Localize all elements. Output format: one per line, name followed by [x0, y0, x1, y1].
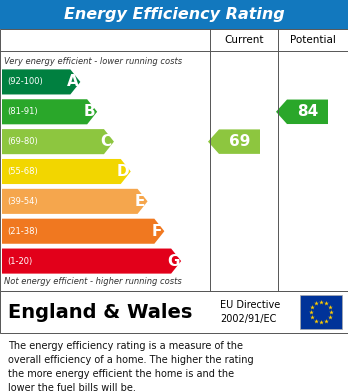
Text: Energy Efficiency Rating: Energy Efficiency Rating — [64, 7, 284, 22]
Text: F: F — [151, 224, 161, 239]
Text: 2002/91/EC: 2002/91/EC — [220, 314, 276, 324]
Text: C: C — [100, 134, 111, 149]
Text: A: A — [66, 74, 78, 90]
Text: The energy efficiency rating is a measure of the
overall efficiency of a home. T: The energy efficiency rating is a measur… — [8, 341, 254, 391]
Text: EU Directive: EU Directive — [220, 300, 280, 310]
Bar — [0, 291, 348, 333]
Text: B: B — [83, 104, 95, 119]
Polygon shape — [2, 249, 181, 274]
Text: (39-54): (39-54) — [7, 197, 38, 206]
Polygon shape — [2, 219, 164, 244]
Bar — [0, 0, 348, 29]
Bar — [0, 29, 348, 291]
Text: (21-38): (21-38) — [7, 227, 38, 236]
Polygon shape — [2, 99, 97, 124]
Text: Very energy efficient - lower running costs: Very energy efficient - lower running co… — [4, 57, 182, 66]
Text: Not energy efficient - higher running costs: Not energy efficient - higher running co… — [4, 278, 182, 287]
Text: (69-80): (69-80) — [7, 137, 38, 146]
Polygon shape — [2, 159, 131, 184]
Text: (1-20): (1-20) — [7, 256, 32, 265]
Polygon shape — [2, 129, 114, 154]
Text: Current: Current — [224, 35, 264, 45]
Polygon shape — [208, 129, 260, 154]
Text: D: D — [117, 164, 129, 179]
Polygon shape — [276, 100, 328, 124]
Text: E: E — [134, 194, 145, 209]
Text: (81-91): (81-91) — [7, 107, 38, 116]
Text: Potential: Potential — [290, 35, 336, 45]
Text: 84: 84 — [297, 104, 318, 119]
Text: G: G — [167, 254, 180, 269]
Text: (92-100): (92-100) — [7, 77, 43, 86]
Text: 69: 69 — [229, 134, 250, 149]
Text: England & Wales: England & Wales — [8, 303, 192, 321]
Bar — [300, 295, 342, 329]
Polygon shape — [2, 69, 80, 95]
Text: (55-68): (55-68) — [7, 167, 38, 176]
Polygon shape — [2, 189, 148, 214]
